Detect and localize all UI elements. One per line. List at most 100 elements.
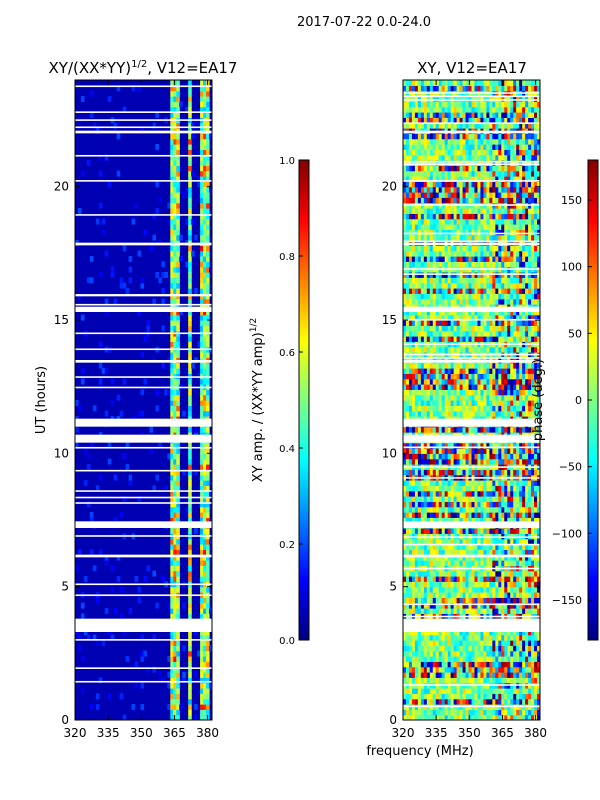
heatmap-cell: [403, 384, 407, 390]
heatmap-cell: [173, 96, 177, 102]
heatmap-cell: [456, 282, 461, 289]
heatmap-cell: [531, 394, 535, 401]
heatmap-cell: [176, 112, 180, 118]
heatmap-cell: [522, 512, 526, 518]
heatmap-cell: [423, 448, 428, 454]
heatmap-cell: [104, 368, 109, 374]
heatmap-cell: [489, 672, 493, 678]
heatmap-cell: [513, 650, 517, 657]
heatmap-cell: [405, 581, 410, 588]
heatmap-cell: [188, 160, 192, 166]
heatmap-cell: [507, 480, 511, 486]
heatmap-cell: [403, 282, 407, 289]
heatmap-cell: [170, 213, 174, 220]
heatmap-cell: [534, 512, 538, 518]
heatmap-cell: [495, 298, 499, 305]
heatmap-cell: [495, 368, 499, 374]
heatmap-cell: [528, 597, 532, 604]
heatmap-cell: [459, 389, 464, 396]
heatmap-cell: [510, 640, 514, 646]
heatmap-cell: [426, 320, 431, 326]
heatmap-cell: [513, 517, 517, 524]
data-gap-line: [75, 386, 212, 389]
heatmap-cell: [510, 389, 514, 396]
heatmap-cell: [483, 602, 487, 609]
heatmap-cell: [462, 656, 467, 662]
heatmap-cell: [528, 362, 532, 369]
heatmap-cell: [405, 517, 410, 524]
heatmap-cell: [504, 336, 508, 342]
heatmap-cell: [534, 549, 538, 556]
heatmap-cell: [537, 698, 540, 705]
heatmap-cell: [188, 272, 192, 278]
heatmap-cell: [113, 608, 118, 614]
heatmap-cell: [513, 410, 517, 417]
heatmap-cell: [405, 560, 410, 566]
heatmap-cell: [483, 485, 487, 492]
heatmap-cell: [537, 405, 540, 412]
heatmap-cell: [486, 602, 490, 609]
heatmap-cell: [200, 709, 204, 716]
heatmap-cell: [173, 485, 177, 492]
heatmap-cell: [495, 714, 499, 720]
heatmap-cell: [510, 384, 514, 390]
heatmap-cell: [408, 554, 413, 561]
heatmap-cell: [519, 384, 523, 390]
heatmap-cell: [474, 405, 479, 412]
heatmap-cell: [489, 373, 493, 380]
heatmap-cell: [486, 298, 490, 305]
heatmap-cell: [510, 693, 514, 700]
heatmap-cell: [170, 608, 174, 614]
heatmap-cell: [444, 384, 449, 390]
heatmap-cell: [188, 672, 192, 678]
heatmap-cell: [492, 506, 496, 513]
heatmap-cell: [531, 368, 535, 374]
heatmap-cell: [176, 613, 180, 620]
heatmap-cell: [95, 218, 100, 225]
heatmap-cell: [525, 373, 529, 380]
heatmap-cell: [161, 288, 165, 294]
heatmap-cell: [173, 186, 177, 193]
heatmap-cell: [170, 528, 174, 534]
heatmap-cell: [194, 629, 198, 636]
heatmap-cell: [504, 373, 508, 380]
heatmap-cell: [173, 261, 177, 268]
heatmap-cell: [468, 293, 473, 300]
heatmap-cell: [504, 362, 508, 369]
heatmap-cell: [435, 336, 440, 342]
heatmap-cell: [435, 410, 440, 417]
heatmap-cell: [501, 442, 505, 449]
heatmap-cell: [447, 560, 452, 566]
heatmap-cell: [495, 293, 499, 300]
heatmap-cell: [444, 688, 449, 694]
heatmap-cell: [441, 570, 446, 577]
heatmap-cell: [483, 368, 487, 374]
heatmap-cell: [170, 586, 174, 593]
heatmap-cell: [170, 410, 174, 417]
heatmap-cell: [513, 501, 517, 508]
heatmap-cell: [501, 554, 505, 561]
heatmap-cell: [456, 608, 461, 614]
heatmap-cell: [206, 538, 210, 545]
heatmap-cell: [429, 346, 434, 353]
heatmap-cell: [188, 149, 192, 156]
heatmap-cell: [516, 528, 520, 534]
heatmap-cell: [176, 202, 180, 209]
heatmap-cell: [203, 704, 207, 710]
heatmap-cell: [468, 394, 473, 401]
heatmap-cell: [486, 325, 490, 332]
heatmap-cell: [495, 517, 499, 524]
data-gap-line: [75, 111, 212, 113]
heatmap-cell: [498, 336, 502, 342]
heatmap-cell: [444, 602, 449, 609]
heatmap-cell: [411, 293, 416, 300]
heatmap-cell: [498, 309, 502, 316]
heatmap-cell: [444, 309, 449, 316]
heatmap-cell: [173, 144, 177, 150]
heatmap-cell: [474, 394, 479, 401]
heatmap-cell: [486, 410, 490, 417]
heatmap-cell: [510, 330, 514, 337]
heatmap-cell: [507, 645, 511, 652]
heatmap-cell: [501, 384, 505, 390]
heatmap-cell: [477, 453, 482, 460]
